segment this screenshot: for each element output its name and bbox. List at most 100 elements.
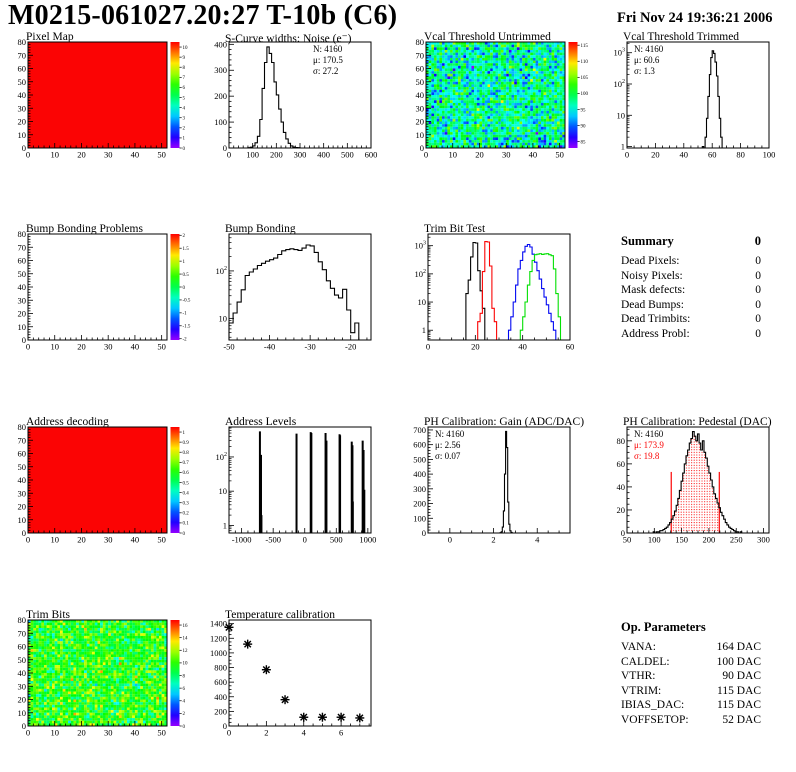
plot-frame xyxy=(626,426,770,534)
svg-text:30: 30 xyxy=(18,103,27,113)
plot-cell-trim-bits: Trim Bits 0 2 4 6 8 10 12 14 16 0 10 20 30 40 50 0 10 20 3… xyxy=(0,608,199,772)
svg-text:40: 40 xyxy=(416,90,425,100)
summary-rows: Dead Pixels: 0 Noisy Pixels: 0 Mask defects:… xyxy=(621,254,796,342)
svg-text:20: 20 xyxy=(18,309,27,319)
histogram-outline xyxy=(627,431,769,534)
svg-text:2: 2 xyxy=(183,234,186,239)
svg-text:-40: -40 xyxy=(264,342,275,352)
svg-text:20: 20 xyxy=(617,505,626,515)
svg-text:30: 30 xyxy=(416,103,425,113)
svg-text:σ: 19.8: σ: 19.8 xyxy=(634,451,660,461)
plot-title: PH Calibration: Gain (ADC/DAC) xyxy=(424,416,585,428)
scurve-noise-chart: 0 100 200 300 400 500 600 0 100 200 300 400 N: 4160μ… xyxy=(214,39,377,160)
svg-text:N: 4160: N: 4160 xyxy=(634,429,664,439)
svg-text:20: 20 xyxy=(18,117,27,127)
svg-text:80: 80 xyxy=(736,150,745,160)
summary-row-label: Mask defects: xyxy=(621,284,686,297)
star-marker xyxy=(262,666,271,674)
plot-title: PH Calibration: Pedestal (DAC) xyxy=(623,416,772,428)
star-marker xyxy=(337,713,345,721)
plot-frame xyxy=(27,619,168,727)
svg-text:10: 10 xyxy=(219,486,228,496)
svg-text:300: 300 xyxy=(214,65,227,75)
svg-text:60: 60 xyxy=(18,449,27,459)
svg-text:-1000: -1000 xyxy=(232,535,252,545)
plot-frame xyxy=(427,233,571,341)
svg-text:60: 60 xyxy=(566,342,575,352)
plot-cell-vcal-trimmed: Vcal Threshold Trimmed 0 20 40 60 80 100 1 10 10… xyxy=(597,30,796,222)
svg-text:3: 3 xyxy=(183,117,186,122)
star-marker xyxy=(244,640,252,648)
svg-text:20: 20 xyxy=(475,150,484,160)
svg-text:10: 10 xyxy=(50,342,59,352)
svg-text:1: 1 xyxy=(422,325,426,335)
bump-bonding-chart: -50 -40 -30 -20 10 102 xyxy=(216,233,372,352)
svg-text:50: 50 xyxy=(623,535,632,545)
svg-text:50: 50 xyxy=(18,77,27,87)
svg-text:10: 10 xyxy=(50,150,59,160)
svg-text:105: 105 xyxy=(581,76,589,81)
address-decoding-chart: 00.10.20.30.40.50.60.70.80.910 10 20 30 40 50… xyxy=(18,422,190,545)
summary-row-label: Dead Bumps: xyxy=(621,298,684,311)
svg-text:40: 40 xyxy=(18,282,27,292)
svg-text:0.3: 0.3 xyxy=(183,502,190,507)
svg-text:-1: -1 xyxy=(183,312,188,317)
svg-text:0: 0 xyxy=(183,286,186,291)
svg-text:30: 30 xyxy=(104,342,113,352)
plot-frame xyxy=(425,41,566,149)
svg-text:95: 95 xyxy=(581,108,587,113)
plot-cell-ph-pedestal: PH Calibration: Pedestal (DAC) 50 100 150 2… xyxy=(597,415,796,608)
summary-row: Dead Pixels: 0 xyxy=(621,254,761,269)
svg-text:1000: 1000 xyxy=(359,535,376,545)
svg-text:10: 10 xyxy=(617,110,626,120)
svg-text:400: 400 xyxy=(317,150,330,160)
op-parameter-row-label: IBIAS_DAC: xyxy=(621,699,685,712)
svg-text:80: 80 xyxy=(18,422,27,432)
histogram-series xyxy=(428,253,570,341)
map-fill xyxy=(28,42,167,148)
svg-text:1: 1 xyxy=(183,260,186,265)
svg-text:80: 80 xyxy=(416,37,425,47)
svg-text:N: 4160: N: 4160 xyxy=(313,44,343,54)
svg-text:1: 1 xyxy=(183,137,186,142)
svg-text:80: 80 xyxy=(18,229,27,239)
op-parameter-row-label: VOFFSETOP: xyxy=(621,713,689,726)
svg-text:0: 0 xyxy=(625,150,629,160)
op-parameter-row-label: VTRIM: xyxy=(621,684,662,697)
svg-text:50: 50 xyxy=(416,77,425,87)
plot-cell-bump-bonding: Bump Bonding -50 -40 -30 -20 10 102 xyxy=(199,222,398,415)
svg-text:2: 2 xyxy=(183,127,186,132)
svg-text:10: 10 xyxy=(183,46,189,51)
vcal-untrimmed-chart: 85 90 95 100 105 110 115 0 10 20 30 40 50 0 10 20 30 40 50… xyxy=(416,37,589,160)
plot-frame xyxy=(228,426,372,534)
svg-text:40: 40 xyxy=(680,150,689,160)
svg-text:-1.5: -1.5 xyxy=(183,325,191,330)
svg-text:10: 10 xyxy=(18,130,27,140)
bump-bonding-problems-chart: -2-1.5-1-0.500.511.520 10 20 30 40 5001020304… xyxy=(18,229,191,352)
svg-text:0.6: 0.6 xyxy=(183,471,190,476)
svg-text:700: 700 xyxy=(413,425,426,435)
svg-text:300: 300 xyxy=(757,535,770,545)
svg-text:μ: 170.5: μ: 170.5 xyxy=(313,55,343,65)
svg-text:400: 400 xyxy=(413,469,426,479)
svg-text:0: 0 xyxy=(426,342,430,352)
svg-text:1: 1 xyxy=(183,431,186,436)
svg-text:60: 60 xyxy=(708,150,717,160)
svg-text:500: 500 xyxy=(330,535,343,545)
svg-text:50: 50 xyxy=(18,269,27,279)
svg-text:70: 70 xyxy=(18,50,27,60)
plot-frame xyxy=(427,426,571,534)
svg-text:50: 50 xyxy=(157,535,166,545)
timestamp: Fri Nov 24 19:36:21 2006 xyxy=(617,10,773,26)
svg-text:100: 100 xyxy=(581,92,589,97)
op-parameter-row: VTRIM: 115 DAC xyxy=(621,684,761,699)
svg-text:600: 600 xyxy=(413,440,426,450)
plot-title: Address decoding xyxy=(26,416,109,428)
op-parameter-row-label: VTHR: xyxy=(621,670,656,683)
summary-row: Mask defects: 0 xyxy=(621,283,761,298)
svg-text:30: 30 xyxy=(18,488,27,498)
svg-text:100: 100 xyxy=(763,150,776,160)
svg-text:1: 1 xyxy=(621,142,625,152)
svg-text:20: 20 xyxy=(416,117,425,127)
